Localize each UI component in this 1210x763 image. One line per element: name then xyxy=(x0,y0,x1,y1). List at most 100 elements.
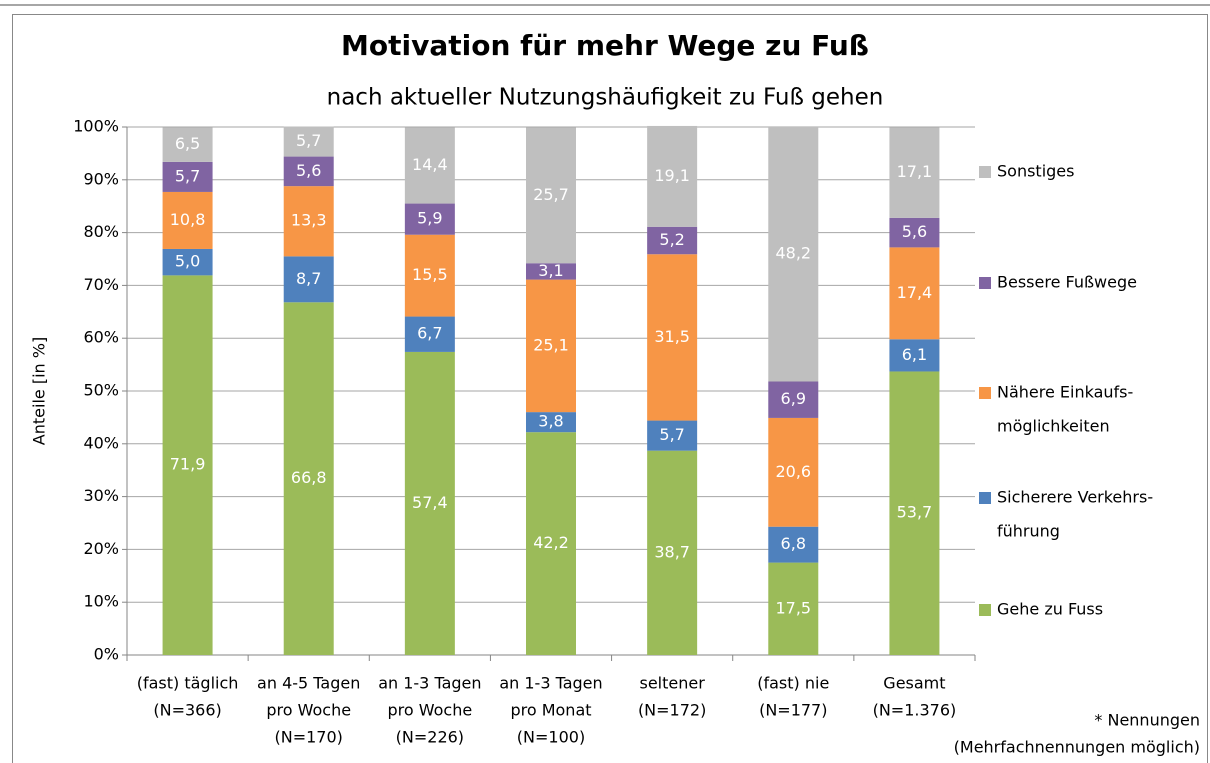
bar-segment xyxy=(404,316,455,352)
data-label: 5,9 xyxy=(417,209,442,228)
bar-segment xyxy=(404,234,455,317)
y-tick-label: 80% xyxy=(83,222,119,241)
legend-label: Sonstiges xyxy=(997,162,1074,181)
bar-segment xyxy=(889,247,940,340)
data-label: 10,8 xyxy=(170,210,206,229)
bar-segment xyxy=(526,263,576,280)
data-label: 25,1 xyxy=(533,335,569,354)
bar-segment xyxy=(647,254,698,421)
legend-label: möglichkeiten xyxy=(997,417,1110,436)
data-label: 71,9 xyxy=(170,455,206,474)
bar-segment xyxy=(404,351,455,655)
bar-segment xyxy=(526,432,576,655)
bar-segment xyxy=(404,203,455,235)
bar-segment xyxy=(162,127,213,162)
legend-label: Bessere Fußwege xyxy=(997,273,1137,292)
chart-title: Motivation für mehr Wege zu Fuß xyxy=(341,29,869,62)
bar-segment xyxy=(283,302,334,655)
y-tick-label: 100% xyxy=(73,117,119,136)
y-tick-label: 10% xyxy=(83,592,119,611)
x-tick-label: an 4-5 Tagen xyxy=(257,674,360,693)
data-label: 20,6 xyxy=(775,462,811,481)
bar-segment xyxy=(647,420,698,451)
bar-segment xyxy=(283,126,334,157)
bar-segment xyxy=(889,127,940,218)
x-tick-label: (N=100) xyxy=(517,728,585,747)
bar-segment xyxy=(647,450,698,655)
bar-segment xyxy=(283,186,334,257)
bar-segment xyxy=(647,125,698,227)
y-tick-label: 60% xyxy=(83,328,119,347)
bar-segment xyxy=(889,339,940,372)
x-tick-label: (N=1.376) xyxy=(873,701,957,720)
x-tick-label: pro Woche xyxy=(266,701,351,720)
legend-label: Sicherere Verkehrs- xyxy=(997,488,1153,507)
data-label: 57,4 xyxy=(412,493,448,512)
data-label: 14,4 xyxy=(412,155,448,174)
legend-swatch xyxy=(979,387,991,399)
data-label: 6,7 xyxy=(417,324,442,343)
x-tick-label: (fast) täglich xyxy=(137,674,239,693)
bar-segment xyxy=(283,256,334,303)
data-label: 31,5 xyxy=(654,327,690,346)
note: * Nennungen xyxy=(1094,711,1200,730)
x-tick-label: an 1-3 Tagen xyxy=(499,674,602,693)
bar-segment xyxy=(768,526,819,563)
x-tick-label: (N=172) xyxy=(638,701,706,720)
legend-swatch xyxy=(979,277,991,289)
data-label: 53,7 xyxy=(897,503,933,522)
data-label: 5,7 xyxy=(296,131,321,150)
legend-swatch xyxy=(979,604,991,616)
legend-label: Nähere Einkaufs- xyxy=(997,383,1133,402)
bar-segment xyxy=(768,417,819,527)
data-label: 5,2 xyxy=(659,230,684,249)
x-tick-label: (N=170) xyxy=(275,728,343,747)
x-tick-label: (N=366) xyxy=(153,701,221,720)
bar-segment xyxy=(162,248,213,276)
bar-segment xyxy=(526,412,576,433)
legend-swatch xyxy=(979,492,991,504)
data-label: 15,5 xyxy=(412,265,448,284)
y-tick-label: 90% xyxy=(83,169,119,188)
y-tick-label: 40% xyxy=(83,433,119,452)
bar-segment xyxy=(404,127,455,204)
data-label: 6,1 xyxy=(902,345,927,364)
data-label: 5,0 xyxy=(175,252,200,271)
data-label: 19,1 xyxy=(654,166,690,185)
data-label: 66,8 xyxy=(291,468,327,487)
data-label: 6,5 xyxy=(175,134,200,153)
x-tick-label: pro Monat xyxy=(510,701,591,720)
bar-segment xyxy=(647,226,698,255)
y-tick-label: 30% xyxy=(83,486,119,505)
data-label: 48,2 xyxy=(775,244,811,263)
y-tick-label: 20% xyxy=(83,539,119,558)
chart-border xyxy=(12,14,1208,763)
data-label: 17,1 xyxy=(897,162,933,181)
data-label: 13,3 xyxy=(291,211,327,230)
y-tick-label: 70% xyxy=(83,275,119,294)
bar-segment xyxy=(768,562,819,655)
data-label: 6,8 xyxy=(781,534,806,553)
data-label: 17,5 xyxy=(775,598,811,617)
bar-segment xyxy=(768,127,819,382)
bar-segment xyxy=(889,217,940,248)
x-tick-label: seltener xyxy=(639,674,705,693)
data-label: 5,6 xyxy=(296,161,321,180)
bar-segment xyxy=(526,279,576,413)
note: (Mehrfachnennungen möglich) xyxy=(954,738,1200,757)
data-label: 3,1 xyxy=(538,261,563,280)
y-axis-label: Anteile [in %] xyxy=(30,337,49,445)
data-label: 38,7 xyxy=(654,542,690,561)
data-label: 5,7 xyxy=(659,425,684,444)
bar-segment xyxy=(526,127,576,264)
legend-swatch xyxy=(979,166,991,178)
bar-segment xyxy=(162,191,213,249)
bar-segment xyxy=(768,381,819,418)
bar-segment xyxy=(283,156,334,187)
x-tick-label: pro Woche xyxy=(387,701,472,720)
y-tick-label: 50% xyxy=(83,381,119,400)
legend-label: führung xyxy=(997,522,1060,541)
legend-label: Gehe zu Fuss xyxy=(997,600,1103,619)
